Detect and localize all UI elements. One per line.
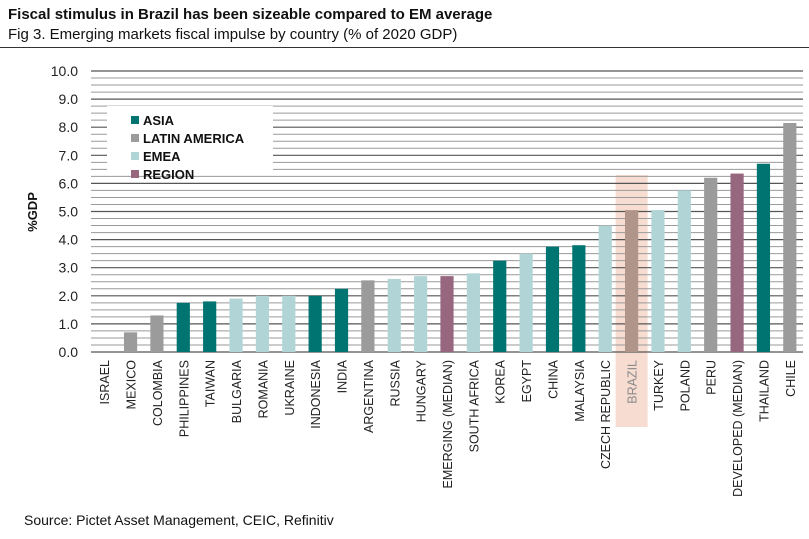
bar-ukraine	[282, 295, 296, 352]
bar-philippines	[176, 302, 190, 352]
bar-turkey	[651, 210, 665, 352]
bar-colombia	[150, 315, 164, 352]
x-tick-label: EGYPT	[520, 360, 534, 403]
x-tick-label: HUNGARY	[415, 359, 429, 422]
legend-swatch	[131, 116, 139, 124]
legend-item: REGION	[143, 167, 194, 182]
bar-argentina	[361, 280, 375, 352]
x-tick-label: ARGENTINA	[362, 359, 376, 433]
y-tick-label: 1.0	[59, 316, 79, 332]
x-tick-label: INDONESIA	[309, 359, 323, 428]
x-tick-label: CHILE	[784, 360, 798, 397]
bar-malaysia	[572, 245, 586, 352]
bar-czech-republic	[598, 225, 612, 352]
bar-korea	[493, 260, 507, 352]
bar-romania	[255, 295, 269, 352]
bar-egypt	[519, 253, 533, 352]
bar-thailand	[756, 163, 771, 352]
x-tick-label: INDIA	[336, 359, 350, 393]
bar-bulgaria	[229, 298, 243, 352]
x-tick-label: CZECH REPUBLIC	[599, 360, 613, 469]
y-tick-label: 0.0	[59, 344, 79, 360]
bar-south-africa	[466, 273, 480, 352]
bar-emerging-median-	[440, 276, 454, 352]
y-tick-label: 3.0	[59, 260, 79, 276]
x-tick-label: ISRAEL	[98, 360, 112, 405]
y-tick-label: 5.0	[59, 204, 79, 220]
legend-swatch	[131, 134, 139, 142]
y-tick-label: 9.0	[59, 91, 79, 107]
x-tick-label: BRAZIL	[626, 360, 640, 404]
x-tick-label: EMERGING (MEDIAN)	[441, 360, 455, 488]
x-tick-label: DEVELOPED (MEDIAN)	[731, 360, 745, 497]
bar-india	[334, 288, 349, 352]
y-tick-label: 6.0	[59, 175, 79, 191]
legend-swatch	[131, 170, 139, 178]
x-tick-label: RUSSIA	[388, 359, 402, 406]
bar-china	[545, 246, 560, 352]
x-tick-label: ROMANIA	[256, 359, 270, 418]
x-tick-label: KOREA	[494, 359, 508, 403]
bar-mexico	[123, 332, 138, 352]
title-divider	[0, 47, 809, 48]
bar-indonesia	[308, 295, 322, 352]
y-tick-label: 2.0	[59, 288, 79, 304]
x-tick-label: POLAND	[678, 360, 692, 411]
y-tick-label: 10.0	[51, 63, 78, 79]
y-tick-label: 8.0	[59, 119, 79, 135]
x-tick-label: BULGARIA	[230, 359, 244, 423]
bar-chile	[783, 122, 797, 352]
x-tick-label: CHINA	[546, 359, 560, 399]
x-tick-label: PHILIPPINES	[177, 360, 191, 437]
bar-brazil	[625, 210, 639, 352]
source-note: Source: Pictet Asset Management, CEIC, R…	[24, 512, 334, 528]
x-tick-label: SOUTH AFRICA	[467, 359, 481, 452]
bar-developed-median-	[730, 173, 744, 352]
y-tick-label: 4.0	[59, 232, 79, 248]
x-tick-label: UKRAINE	[283, 360, 297, 416]
legend-swatch	[131, 152, 139, 160]
x-tick-label: MALAYSIA	[573, 359, 587, 421]
x-tick-label: PERU	[705, 360, 719, 395]
y-axis-label: %GDP	[25, 192, 40, 232]
bar-peru	[704, 177, 718, 352]
legend-item: ASIA	[143, 113, 175, 128]
x-tick-label: TAIWAN	[204, 360, 218, 407]
bar-russia	[387, 278, 401, 352]
x-tick-label: THAILAND	[757, 360, 771, 422]
legend-item: EMEA	[143, 149, 181, 164]
x-tick-label: MEXICO	[125, 360, 139, 410]
x-tick-label: TURKEY	[652, 359, 666, 410]
bar-hungary	[414, 276, 428, 352]
chart-title: Fiscal stimulus in Brazil has been sizea…	[8, 6, 493, 23]
y-tick-label: 7.0	[59, 147, 79, 163]
legend-item: LATIN AMERICA	[143, 131, 245, 146]
x-tick-label: COLOMBIA	[151, 359, 165, 426]
bar-poland	[677, 190, 691, 352]
chart-subtitle: Fig 3. Emerging markets fiscal impulse b…	[8, 26, 458, 43]
bar-taiwan	[203, 301, 217, 352]
